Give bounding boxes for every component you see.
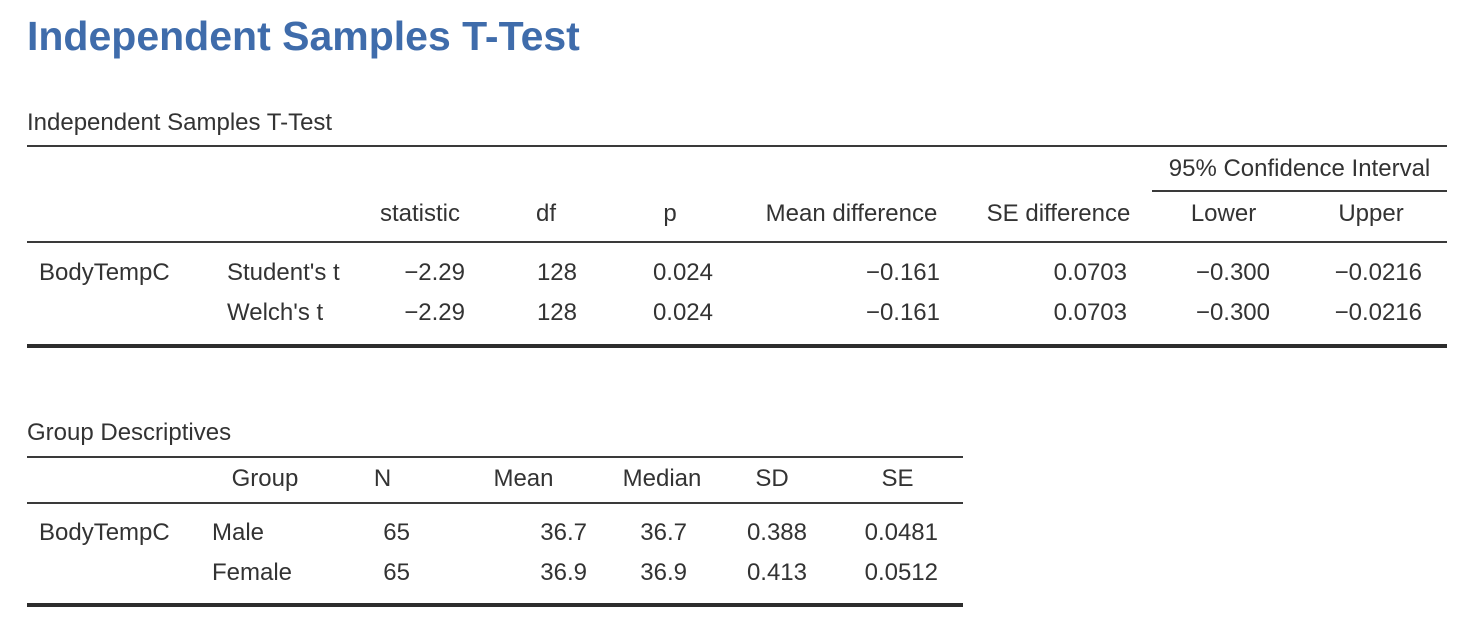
header-df: df	[490, 191, 602, 243]
header-test-blank	[215, 191, 350, 243]
cell-p: 0.024	[602, 293, 738, 348]
cell-median: 36.7	[640, 519, 687, 546]
cell-sd: 0.388	[746, 519, 807, 546]
cell-df: 128	[490, 293, 602, 348]
descriptives-row-male: BodyTempC Male 65 36.7 36.7 0.388 0.0481	[27, 503, 963, 553]
cell-df: 128	[536, 259, 577, 286]
cell-variable	[27, 293, 215, 348]
cell-test-name: Student's t	[227, 259, 340, 286]
cell-variable: BodyTempC	[39, 519, 170, 546]
cell-ci-upper: −0.0216	[1295, 293, 1447, 348]
descriptives-row-female: Female 65 36.9 36.9 0.413 0.0512	[27, 553, 963, 607]
cell-mean-difference: −0.161	[865, 259, 940, 286]
cell-variable: BodyTempC	[39, 259, 170, 286]
header-variable-blank	[27, 456, 200, 504]
cell-mean-difference: −0.161	[738, 293, 965, 348]
header-sd: SD	[712, 456, 832, 504]
cell-ci-lower: −0.300	[1152, 293, 1295, 348]
header-mean-difference: Mean difference	[738, 191, 965, 243]
header-n: N	[330, 456, 435, 504]
cell-group: Female	[200, 553, 330, 607]
cell-p: 0.024	[652, 259, 713, 286]
descriptives-header-row: Group N Mean Median SD SE	[27, 456, 963, 504]
cell-ci-upper: −0.0216	[1334, 259, 1422, 286]
ttest-table: 95% Confidence Interval statistic df p M…	[27, 145, 1447, 348]
cell-variable	[27, 553, 200, 607]
cell-sd: 0.413	[712, 553, 832, 607]
cell-se: 0.0512	[832, 553, 963, 607]
header-p: p	[602, 191, 738, 243]
cell-statistic: −2.29	[350, 293, 490, 348]
header-statistic: statistic	[350, 191, 490, 243]
ci-header-spacer	[27, 145, 1152, 191]
header-ci-lower: Lower	[1152, 191, 1295, 243]
ci-group-header: 95% Confidence Interval	[1152, 145, 1447, 192]
cell-se-difference: 0.0703	[1053, 259, 1127, 286]
header-group: Group	[200, 456, 330, 504]
group-descriptives-table: Group N Mean Median SD SE BodyTempC Male…	[27, 456, 963, 607]
ci-group-header-row: 95% Confidence Interval	[27, 145, 1447, 192]
cell-mean: 36.9	[435, 553, 612, 607]
ttest-row-welch-t: Welch's t −2.29 128 0.024 −0.161 0.0703 …	[27, 293, 1447, 348]
cell-statistic: −2.29	[404, 259, 465, 286]
page-title: Independent Samples T-Test	[27, 13, 580, 59]
cell-ci-lower: −0.300	[1195, 259, 1270, 286]
header-ci-upper: Upper	[1295, 191, 1447, 243]
cell-n: 65	[330, 553, 435, 607]
cell-n: 65	[383, 519, 410, 546]
descriptives-table-caption: Group Descriptives	[27, 419, 232, 446]
header-se-difference: SE difference	[965, 191, 1152, 243]
cell-se-difference: 0.0703	[965, 293, 1152, 348]
header-se: SE	[832, 456, 963, 504]
results-panel: Independent Samples T-Test Independent S…	[0, 12, 1470, 607]
cell-median: 36.9	[612, 553, 712, 607]
header-variable-blank	[27, 191, 215, 243]
header-median: Median	[612, 456, 712, 504]
cell-mean: 36.7	[540, 519, 587, 546]
header-mean: Mean	[435, 456, 612, 504]
cell-test-name: Welch's t	[215, 293, 350, 348]
cell-group: Male	[212, 519, 265, 546]
ttest-table-caption: Independent Samples T-Test	[27, 109, 333, 136]
ttest-row-students-t: BodyTempC Student's t −2.29 128 0.024 −0…	[27, 242, 1447, 293]
ttest-header-row: statistic df p Mean difference SE differ…	[27, 191, 1447, 243]
cell-se: 0.0481	[864, 519, 938, 546]
